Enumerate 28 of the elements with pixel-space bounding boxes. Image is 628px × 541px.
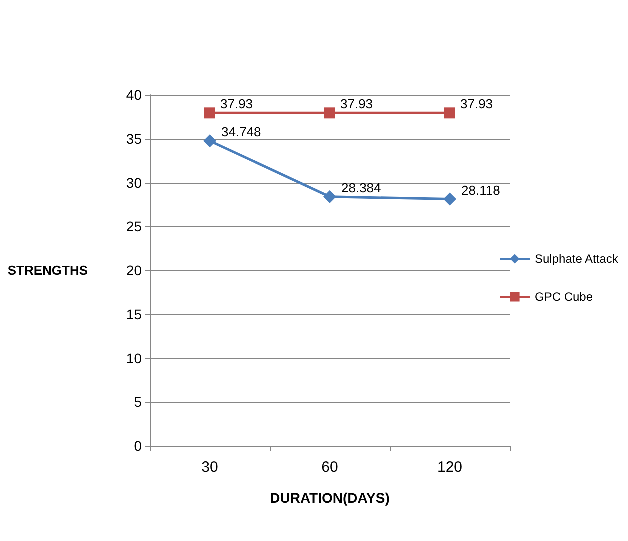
- data-label: 34.748: [222, 124, 262, 140]
- x-tick-label: 60: [322, 459, 338, 476]
- y-tick-label: 5: [134, 394, 142, 410]
- y-tick-label: 25: [126, 218, 142, 235]
- point: [324, 108, 336, 119]
- point: [204, 134, 216, 148]
- point: [204, 108, 216, 119]
- x-tick-label: 30: [202, 459, 218, 476]
- point: [324, 190, 336, 204]
- y-tick-label: 10: [126, 350, 142, 366]
- y-tick-label: 20: [126, 262, 142, 278]
- y-tick-label: 0: [134, 438, 142, 454]
- data-label: 28.118: [462, 182, 500, 198]
- data-label: 37.93: [220, 96, 254, 112]
- y-tick-label: 35: [126, 130, 142, 147]
- legend-label: GPC Cube: [535, 290, 594, 304]
- y-axis-title: STRENGTHS: [8, 263, 88, 278]
- x-tick-label: 120: [437, 459, 463, 476]
- y-tick-label: 30: [126, 174, 142, 191]
- point: [444, 192, 456, 206]
- data-label: 28.384: [342, 180, 382, 196]
- y-tick-label: 15: [126, 306, 142, 322]
- data-label: 37.93: [340, 96, 374, 112]
- x-axis-title: DURATION(DAYS): [270, 490, 390, 506]
- legend-label: Sulphate Attack: [535, 252, 620, 266]
- data-label: 37.93: [460, 96, 494, 112]
- y-tick-label: 40: [126, 87, 142, 103]
- point: [444, 108, 456, 119]
